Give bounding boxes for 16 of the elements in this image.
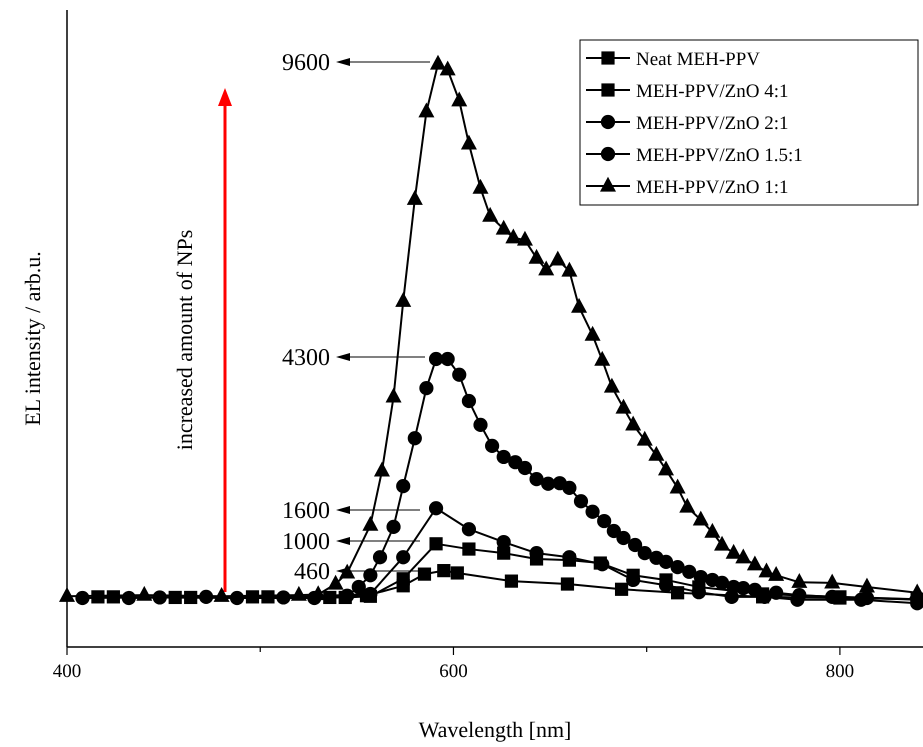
annotation: 1000 [282,529,330,555]
x-tick-label: 800 [826,661,854,682]
annotation: 4300 [282,345,330,371]
legend-label: Neat MEH-PPV [636,49,760,70]
legend-label: MEH-PPV/ZnO 1.5:1 [636,145,803,166]
x-axis-title: Wavelength [nm] [418,717,572,742]
legend-label: MEH-PPV/ZnO 4:1 [636,81,789,102]
y-axis-title: EL intensity / arb.u. [20,251,45,426]
x-tick-label: 600 [439,661,468,682]
legend-label: MEH-PPV/ZnO 1:1 [636,177,789,198]
annotation: increased amount of NPs [172,230,197,450]
x-tick-label: 400 [52,661,82,682]
annotation: 1600 [282,498,330,524]
annotation: 460 [294,559,330,585]
legend-label: MEH-PPV/ZnO 2:1 [636,113,789,134]
annotation: 9600 [282,50,330,76]
